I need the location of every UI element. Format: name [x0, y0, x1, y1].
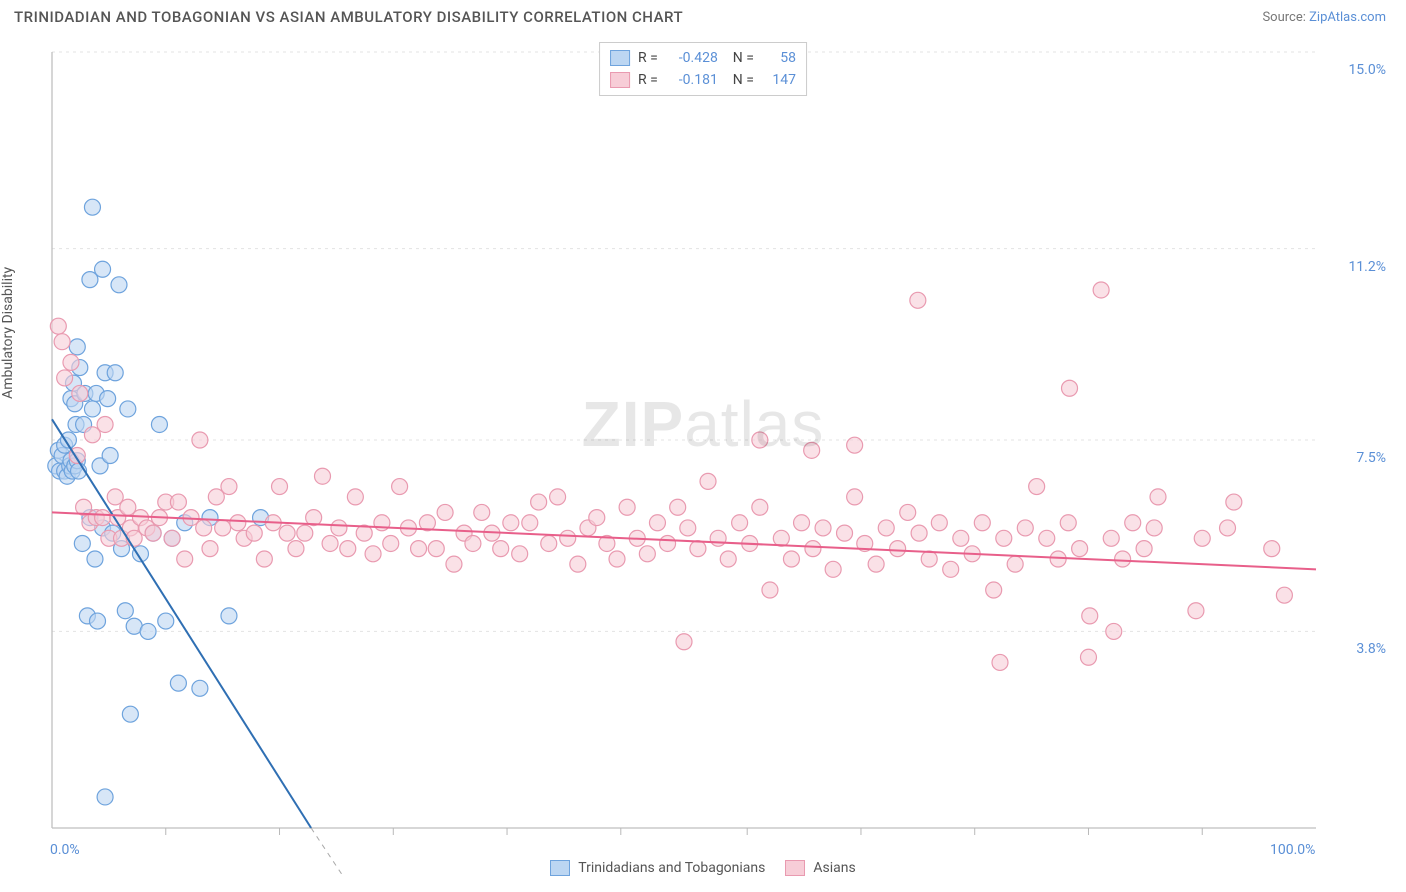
series-swatch: [610, 72, 630, 88]
source-link[interactable]: ZipAtlas.com: [1309, 10, 1386, 25]
stats-row: R =-0.428 N =58: [610, 47, 796, 69]
x-axis-min-label: 0.0%: [50, 842, 80, 858]
chart-title: TRINIDADIAN AND TOBAGONIAN VS ASIAN AMBU…: [14, 8, 683, 26]
y-axis-tick-label: 15.0%: [1348, 62, 1386, 78]
chart-area: Ambulatory Disability ZIPatlas R =-0.428…: [14, 40, 1392, 874]
stats-row: R =-0.181 N =147: [610, 69, 796, 91]
y-axis-tick-label: 11.2%: [1348, 259, 1386, 275]
y-axis-tick-label: 3.8%: [1356, 641, 1386, 657]
legend-label: Asians: [813, 860, 855, 876]
legend-item: Asians: [785, 860, 855, 876]
y-axis-label: Ambulatory Disability: [0, 267, 16, 399]
legend-label: Trinidadians and Tobagonians: [578, 860, 765, 876]
y-axis-tick-label: 7.5%: [1356, 450, 1386, 466]
series-swatch: [785, 860, 805, 876]
legend-item: Trinidadians and Tobagonians: [550, 860, 765, 876]
x-axis-max-label: 100.0%: [1270, 842, 1315, 858]
stats-legend: R =-0.428 N =58R =-0.181 N =147: [599, 42, 807, 96]
scatter-chart: [14, 40, 1392, 874]
series-swatch: [610, 50, 630, 66]
series-swatch: [550, 860, 570, 876]
source-credit: Source: ZipAtlas.com: [1262, 10, 1386, 25]
bottom-legend: Trinidadians and Tobagonians Asians: [14, 860, 1392, 876]
